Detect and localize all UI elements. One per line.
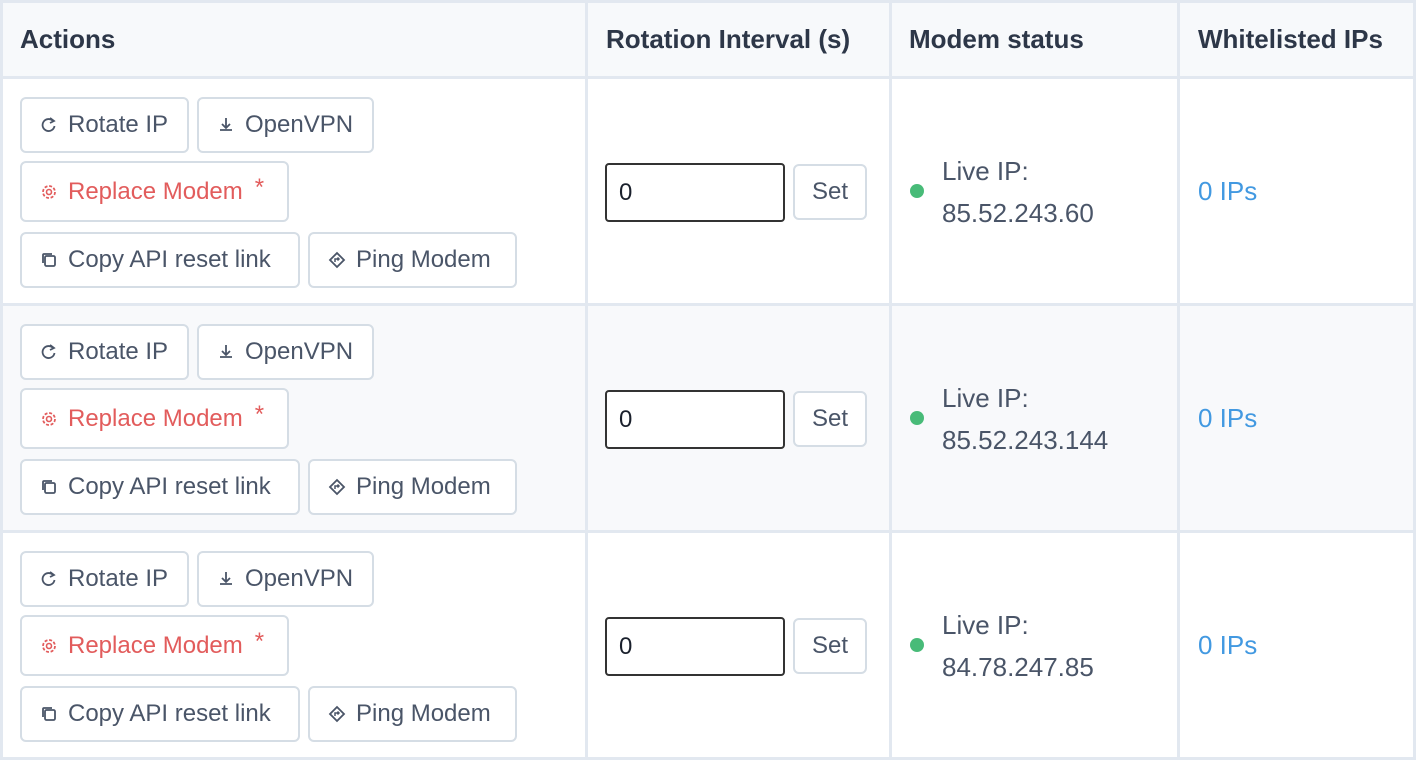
- table-row: Rotate IP OpenVPN Replace Modem * Copy API r…: [0, 532, 1416, 757]
- whitelist-link[interactable]: 0 IPs: [1198, 630, 1258, 660]
- copy-api-link-button[interactable]: Copy API reset link: [20, 686, 300, 742]
- status-dot: [910, 184, 924, 198]
- required-mark: *: [254, 400, 265, 428]
- column-border: [1413, 0, 1416, 760]
- icon: [328, 705, 346, 723]
- column-header: Rotation Interval (s): [606, 24, 851, 54]
- button-label: Replace Modem: [68, 404, 243, 432]
- required-mark: *: [254, 173, 265, 201]
- rotate-ip-button[interactable]: Rotate IP: [20, 97, 189, 153]
- replace-modem-button[interactable]: Replace Modem *: [20, 388, 289, 449]
- required-mark: *: [254, 627, 265, 655]
- icon: [42, 411, 56, 426]
- button-label: Set: [811, 178, 849, 205]
- status-dot: [910, 411, 924, 425]
- button-label: Set: [811, 632, 849, 659]
- icon: [41, 344, 56, 359]
- icon: [41, 117, 56, 132]
- row-border: [0, 76, 1416, 79]
- table-row: Rotate IP OpenVPN Replace Modem * Copy API r…: [0, 78, 1416, 303]
- ping-modem-button[interactable]: Ping Modem: [308, 232, 517, 288]
- ping-modem-button[interactable]: Ping Modem: [308, 686, 517, 742]
- button-label: Ping Modem: [356, 700, 491, 727]
- status-label: Live IP:: [942, 156, 1029, 186]
- live-ip: 85.52.243.144: [942, 425, 1109, 455]
- button-label: Replace Modem: [68, 631, 243, 659]
- column-header: Modem status: [909, 24, 1084, 54]
- whitelist-link[interactable]: 0 IPs: [1198, 403, 1258, 433]
- table-header: [0, 0, 1416, 78]
- button-label: OpenVPN: [245, 111, 354, 138]
- icon: [220, 345, 232, 358]
- rotate-ip-button[interactable]: Rotate IP: [20, 324, 189, 380]
- ping-modem-button[interactable]: Ping Modem: [308, 459, 517, 515]
- button-label: Copy API reset link: [68, 473, 271, 500]
- row-border: [0, 530, 1416, 533]
- button-label: OpenVPN: [245, 565, 354, 592]
- openvpn-button[interactable]: OpenVPN: [197, 551, 374, 607]
- button-label: Ping Modem: [356, 246, 491, 273]
- status-label: Live IP:: [942, 610, 1029, 640]
- status-label: Live IP:: [942, 383, 1029, 413]
- whitelist-link[interactable]: 0 IPs: [1198, 176, 1258, 206]
- button-label: OpenVPN: [245, 338, 354, 365]
- icon: [42, 638, 56, 653]
- icon: [328, 478, 346, 496]
- copy-api-link-button[interactable]: Copy API reset link: [20, 459, 300, 515]
- interval-input[interactable]: [605, 390, 785, 449]
- live-ip: 84.78.247.85: [942, 652, 1094, 682]
- icon: [41, 571, 56, 586]
- interval-input[interactable]: [605, 163, 785, 222]
- icon: [42, 707, 56, 721]
- status-dot: [910, 638, 924, 652]
- set-button[interactable]: Set: [793, 164, 867, 220]
- button-label: Rotate IP: [68, 111, 169, 138]
- interval-input[interactable]: [605, 617, 785, 676]
- icon: [220, 572, 232, 585]
- button-label: Copy API reset link: [68, 246, 271, 273]
- button-label: Set: [811, 405, 849, 432]
- column-border: [889, 0, 892, 760]
- button-label: Ping Modem: [356, 473, 491, 500]
- openvpn-button[interactable]: OpenVPN: [197, 324, 374, 380]
- set-button[interactable]: Set: [793, 391, 867, 447]
- rotate-ip-button[interactable]: Rotate IP: [20, 551, 189, 607]
- live-ip: 85.52.243.60: [942, 198, 1094, 228]
- button-label: Rotate IP: [68, 565, 169, 592]
- icon: [42, 253, 56, 267]
- replace-modem-button[interactable]: Replace Modem *: [20, 615, 289, 676]
- button-label: Rotate IP: [68, 338, 169, 365]
- column-border: [585, 0, 588, 760]
- button-label: Replace Modem: [68, 177, 243, 205]
- table-row: Rotate IP OpenVPN Replace Modem * Copy API r…: [0, 305, 1416, 530]
- copy-api-link-button[interactable]: Copy API reset link: [20, 232, 300, 288]
- icon: [220, 118, 232, 131]
- column-border: [1177, 0, 1180, 760]
- column-header: Actions: [20, 24, 116, 54]
- icon: [42, 480, 56, 494]
- button-label: Copy API reset link: [68, 700, 271, 727]
- column-border: [0, 0, 3, 760]
- row-border: [0, 757, 1416, 760]
- icon: [42, 184, 56, 199]
- column-header: Whitelisted IPs: [1198, 24, 1383, 54]
- row-border: [0, 0, 1416, 3]
- icon: [328, 251, 346, 269]
- row-border: [0, 303, 1416, 306]
- openvpn-button[interactable]: OpenVPN: [197, 97, 374, 153]
- replace-modem-button[interactable]: Replace Modem *: [20, 161, 289, 222]
- set-button[interactable]: Set: [793, 618, 867, 674]
